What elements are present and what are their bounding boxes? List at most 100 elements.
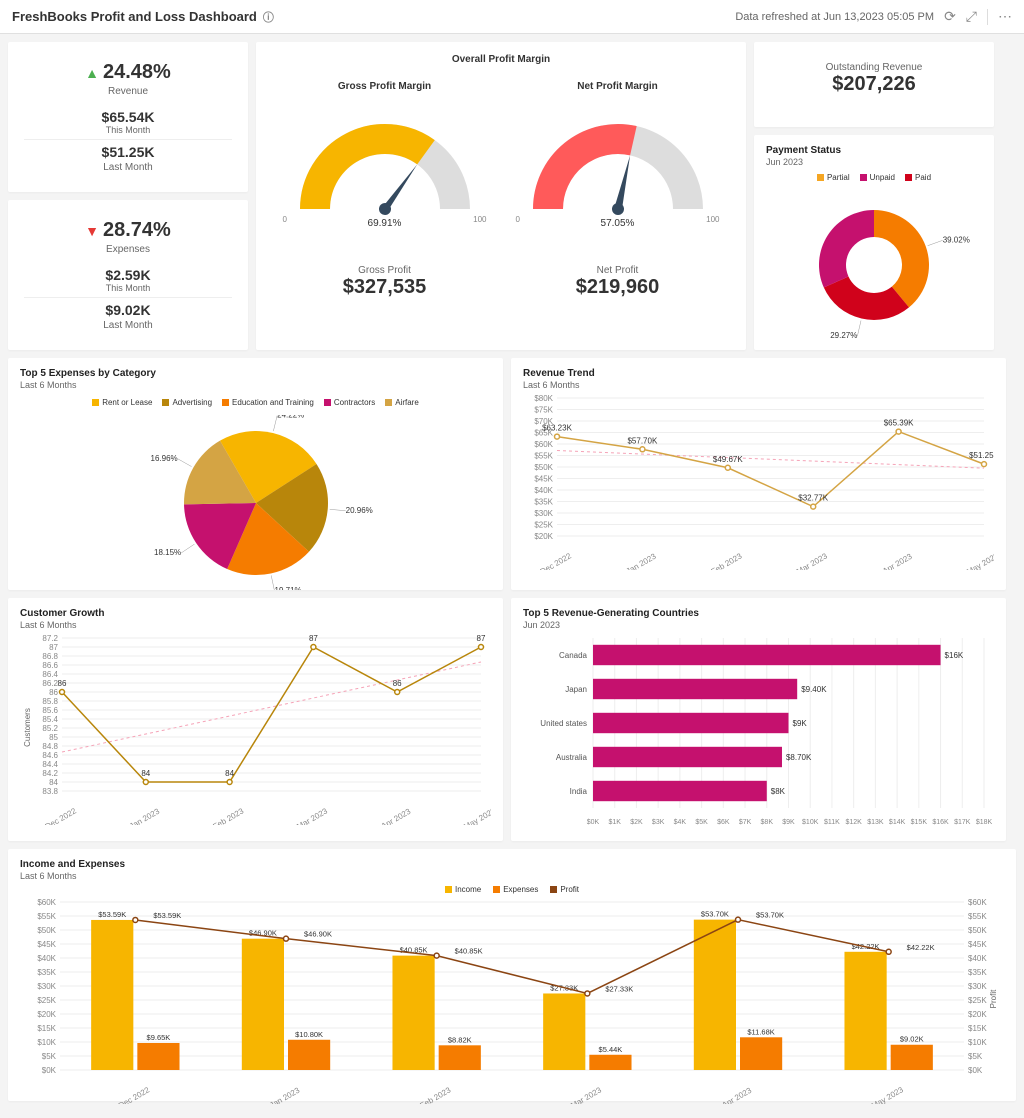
svg-text:39.02%: 39.02% [943,235,970,244]
svg-text:$9.65K: $9.65K [147,1033,171,1042]
svg-text:$13K: $13K [867,819,884,826]
svg-text:$45K: $45K [968,940,987,949]
svg-text:$10.80K: $10.80K [295,1030,323,1039]
income-expenses-chart: $0K$0K$5K$5K$10K$10K$15K$15K$20K$20K$25K… [20,894,1004,1104]
svg-text:$0K: $0K [587,819,600,826]
revenue-trend-subtitle: Last 6 Months [523,380,994,390]
info-icon[interactable]: ⓘ [263,9,274,25]
top-countries-subtitle: Jun 2023 [523,620,994,630]
revenue-delta: ▲ 24.48% [24,61,232,84]
net-profit-value: $219,960 [576,276,659,299]
svg-text:$63.23K: $63.23K [542,424,572,433]
svg-text:$55K: $55K [534,452,553,461]
expand-icon[interactable]: ⤢ [966,8,977,25]
svg-text:$9.02K: $9.02K [900,1035,924,1044]
svg-text:$20K: $20K [534,532,553,541]
svg-text:$25K: $25K [37,996,56,1005]
svg-text:$80K: $80K [534,394,553,403]
gross-profit: Gross Profit $327,535 [343,265,426,299]
top-expenses-subtitle: Last 6 Months [20,380,491,390]
net-profit: Net Profit $219,960 [576,265,659,299]
profit-margin-title: Overall Profit Margin [268,54,734,65]
svg-text:$53.59K: $53.59K [98,910,126,919]
svg-text:$0K: $0K [42,1066,57,1075]
svg-text:$75K: $75K [534,406,553,415]
svg-text:$53.70K: $53.70K [756,911,784,920]
net-gauge-chart [518,104,718,224]
svg-text:$2K: $2K [630,819,643,826]
svg-text:84.4: 84.4 [42,760,58,769]
revenue-trend-title: Revenue Trend [523,368,994,379]
row-3: Customer Growth Last 6 Months 83.88484.2… [8,598,1016,841]
svg-text:$15K: $15K [968,1024,987,1033]
svg-text:$16K: $16K [932,819,949,826]
svg-text:$45K: $45K [37,940,56,949]
svg-text:83.8: 83.8 [42,787,58,796]
svg-text:$45K: $45K [534,475,553,484]
svg-text:$50K: $50K [968,926,987,935]
refresh-icon[interactable]: ⟳ [944,8,956,25]
outstanding-label: Outstanding Revenue [766,62,982,73]
more-icon[interactable]: ⋯ [998,8,1012,25]
outstanding-value: $207,226 [766,73,982,96]
expenses-delta: ▼ 28.74% [24,219,232,242]
svg-text:$4K: $4K [674,819,687,826]
svg-text:87: 87 [477,634,486,643]
gauges: Gross Profit Margin 0100 69.91% Net Prof… [268,81,734,229]
svg-text:Customers: Customers [23,708,32,747]
svg-text:85.4: 85.4 [42,715,58,724]
svg-text:$46.90K: $46.90K [304,930,332,939]
svg-text:86: 86 [393,679,402,688]
svg-text:Dec 2022: Dec 2022 [44,806,79,825]
svg-text:84.8: 84.8 [42,742,58,751]
gross-min: 0 [283,215,287,224]
svg-text:$51.25K: $51.25K [969,451,994,460]
svg-text:$15K: $15K [37,1024,56,1033]
pie-wrap: 24.22%20.96%19.71%18.15%16.96% [20,415,491,590]
svg-text:$35K: $35K [37,968,56,977]
svg-text:$8K: $8K [761,819,774,826]
svg-text:$16K: $16K [945,651,964,660]
svg-text:86: 86 [58,679,67,688]
svg-text:$40K: $40K [968,954,987,963]
svg-text:$35K: $35K [968,968,987,977]
svg-text:$50K: $50K [534,463,553,472]
revenue-this-month-label: This Month [24,125,232,140]
refresh-timestamp: Data refreshed at Jun 13,2023 05:05 PM [735,11,934,23]
svg-text:86.4: 86.4 [42,670,58,679]
svg-text:$60K: $60K [534,440,553,449]
svg-text:$6K: $6K [717,819,730,826]
svg-text:85.2: 85.2 [42,724,58,733]
svg-text:$40.85K: $40.85K [455,947,483,956]
income-expenses-subtitle: Last 6 Months [20,871,1004,881]
row-1: ▲ 24.48% Revenue $65.54K This Month $51.… [8,42,1016,350]
svg-text:86.2: 86.2 [42,679,58,688]
svg-text:$50K: $50K [37,926,56,935]
profit-values: Gross Profit $327,535 Net Profit $219,96… [268,265,734,299]
svg-text:19.71%: 19.71% [274,586,301,590]
svg-text:Profit: Profit [989,989,998,1008]
svg-text:$8K: $8K [771,787,786,796]
svg-text:$9.40K: $9.40K [801,685,827,694]
svg-text:$30K: $30K [37,982,56,991]
gross-gauge: Gross Profit Margin 0100 69.91% [275,81,495,229]
net-gauge-label: Net Profit Margin [508,81,728,92]
svg-text:Mar 2023: Mar 2023 [569,1085,603,1104]
svg-text:$49.67K: $49.67K [713,455,743,464]
svg-text:87: 87 [49,643,58,652]
top-expenses-pie-chart: 24.22%20.96%19.71%18.15%16.96% [106,415,406,590]
svg-text:29.27%: 29.27% [830,331,857,340]
top-countries-card: Top 5 Revenue-Generating Countries Jun 2… [511,598,1006,841]
svg-text:84.6: 84.6 [42,751,58,760]
svg-text:$53.70K: $53.70K [701,910,729,919]
svg-text:Feb 2023: Feb 2023 [710,551,744,570]
svg-text:May 2023: May 2023 [965,551,994,570]
svg-text:$9K: $9K [782,819,795,826]
svg-text:86: 86 [49,688,58,697]
svg-text:20.96%: 20.96% [345,506,372,515]
customer-growth-title: Customer Growth [20,608,491,619]
svg-text:$9K: $9K [793,719,808,728]
gross-profit-label: Gross Profit [343,265,426,276]
svg-text:$10K: $10K [37,1038,56,1047]
svg-text:$8.82K: $8.82K [448,1035,472,1044]
